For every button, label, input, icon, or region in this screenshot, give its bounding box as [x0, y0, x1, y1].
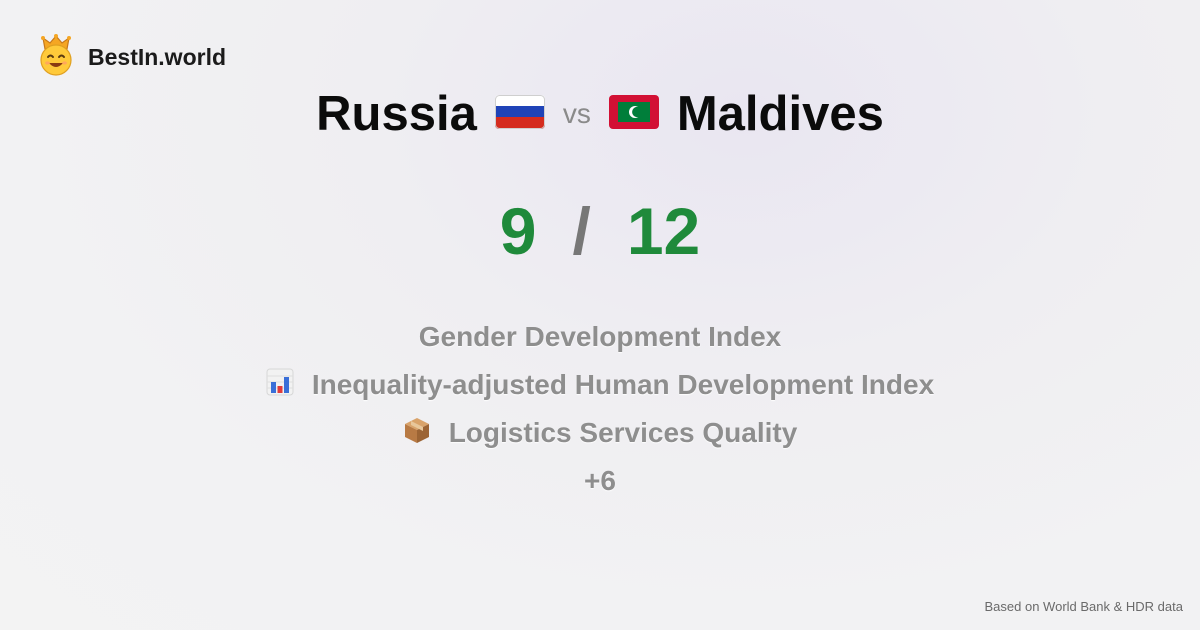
metric-label: Inequality-adjusted Human Development In… — [311, 369, 935, 400]
score-separator: / — [572, 194, 591, 268]
metrics-list: Gender Development Index Inequality-adju… — [0, 313, 1200, 505]
brand-name: BestIn.world — [88, 44, 227, 70]
bar-chart-icon — [266, 368, 294, 403]
metric-item[interactable]: Inequality-adjusted Human Development In… — [0, 361, 1200, 409]
more-metrics-count[interactable]: +6 — [0, 457, 1200, 505]
metric-label: Logistics Services Quality — [448, 417, 798, 448]
score-display: 9 / 12 — [0, 193, 1200, 269]
right-score: 12 — [626, 194, 701, 268]
more-label: +6 — [584, 465, 616, 496]
metric-item[interactable]: Logistics Services Quality — [0, 409, 1200, 457]
left-country[interactable]: Russia — [316, 87, 477, 141]
right-country[interactable]: Maldives — [676, 87, 884, 141]
comparison-title: Russia vs Maldives — [0, 86, 1200, 142]
brand-logo[interactable]: BestIn.world — [38, 34, 226, 81]
left-score: 9 — [499, 194, 537, 268]
vs-label: vs — [562, 98, 591, 129]
metric-label: Gender Development Index — [418, 321, 782, 352]
maldives-flag-icon — [608, 94, 659, 134]
russia-flag-icon — [494, 94, 545, 134]
metric-item[interactable]: Gender Development Index — [0, 313, 1200, 361]
crowned-smiley-icon — [38, 34, 74, 81]
package-box-icon — [403, 416, 431, 451]
data-source-note: Based on World Bank & HDR data — [984, 599, 1183, 614]
